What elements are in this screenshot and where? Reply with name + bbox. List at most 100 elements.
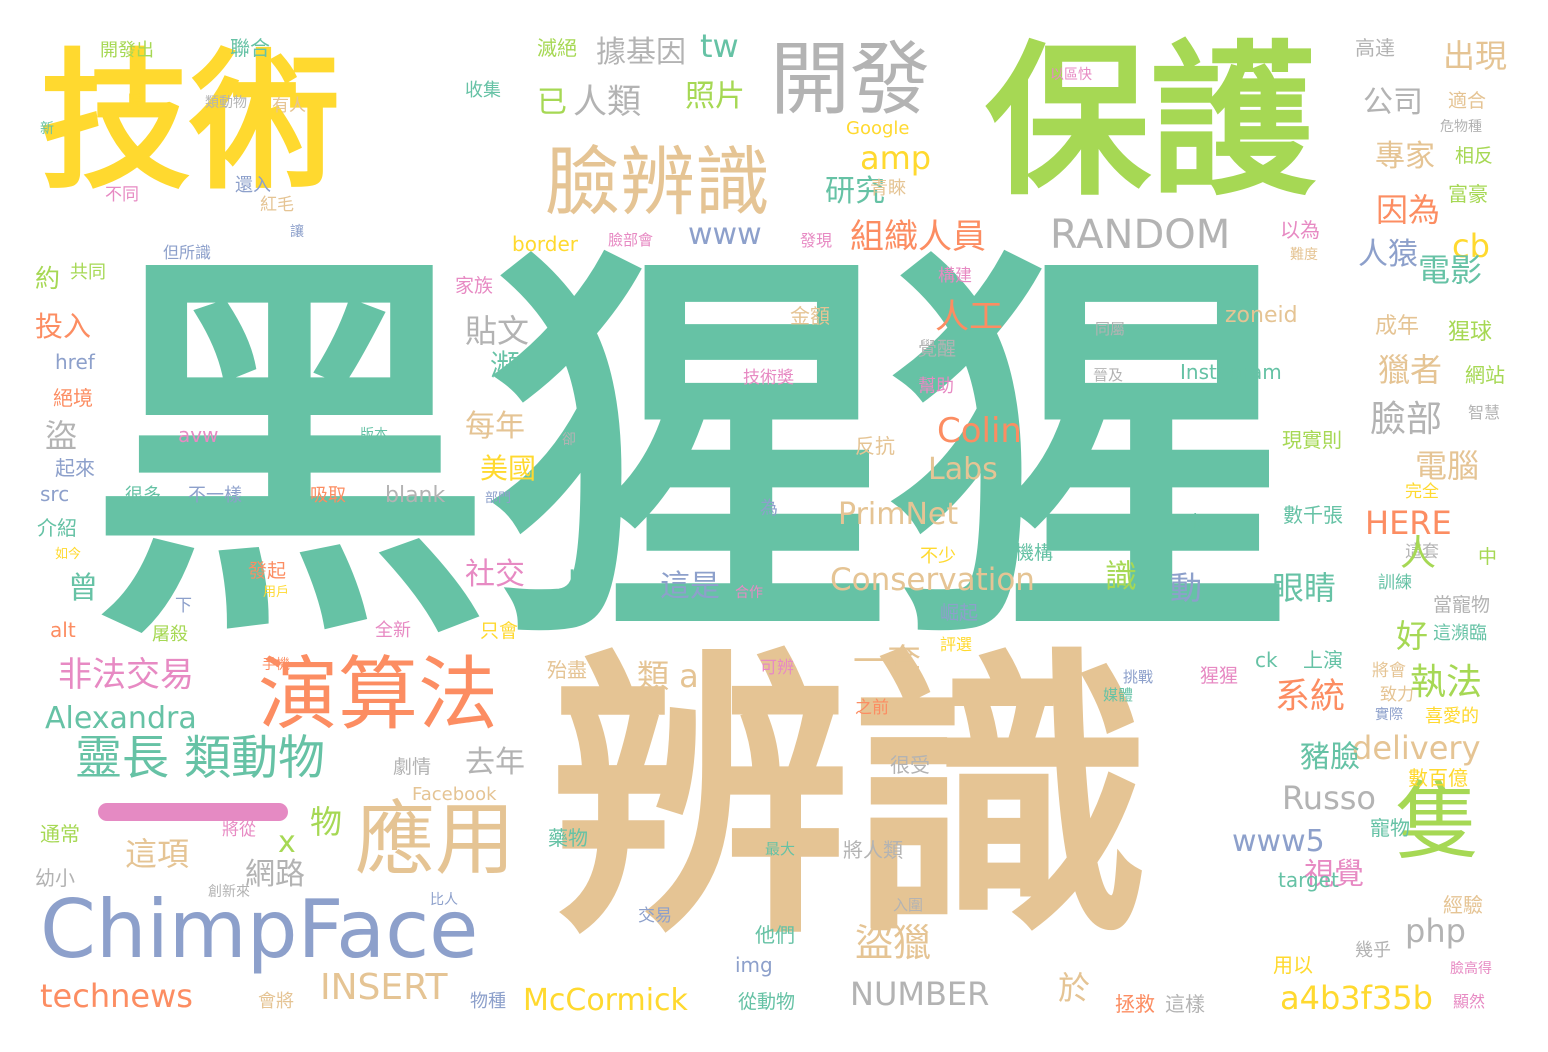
cloud-word: 喜愛的: [1425, 706, 1479, 727]
cloud-word: 上演: [1303, 648, 1343, 672]
cloud-word: 發起: [248, 560, 287, 582]
cloud-word: 藥物: [548, 826, 588, 850]
cloud-word: 臉高得: [1450, 961, 1492, 977]
cloud-word: 以區快: [1050, 67, 1092, 83]
cloud-word: 將會: [1372, 661, 1406, 681]
cloud-word: 覺醒: [918, 338, 957, 360]
cloud-word: tw: [700, 27, 739, 65]
cloud-word: 有人: [272, 96, 306, 116]
cloud-word: 創新來: [208, 884, 250, 900]
cloud-word: 視覺: [1304, 857, 1364, 892]
cloud-word: 高達: [1355, 36, 1395, 60]
cloud-word: 去年: [465, 745, 525, 780]
cloud-word: 訓練: [1378, 573, 1412, 593]
cloud-word: 網路: [245, 857, 305, 892]
cloud-word: 從動物: [738, 991, 796, 1013]
cloud-word: 滅絕: [537, 36, 577, 60]
cloud-word: 每年: [465, 409, 525, 444]
cloud-word: 聯合: [230, 36, 270, 60]
cloud-word: 富豪: [1448, 182, 1488, 206]
cloud-word: www5: [1232, 824, 1325, 859]
cloud-word: 一套: [853, 642, 921, 682]
cloud-word: href: [55, 350, 95, 374]
cloud-word: 他們: [755, 923, 795, 947]
cloud-word: 當寵物: [1433, 594, 1491, 616]
cloud-word: McCormick: [523, 983, 688, 1018]
cloud-word: 類 a: [637, 657, 699, 695]
cloud-word: 交易: [638, 906, 672, 926]
cloud-word: PrimNet: [838, 497, 959, 532]
cloud-word: 難度: [1290, 247, 1318, 263]
cloud-word: 出現: [1443, 37, 1508, 75]
cloud-word: 投入: [35, 310, 92, 343]
cloud-word: 猩猩: [1200, 665, 1239, 687]
cloud-word: 起來: [55, 456, 95, 480]
cloud-word: Colin: [937, 411, 1022, 451]
cloud-word: 於: [1058, 969, 1091, 1007]
cloud-word: 因為: [1376, 191, 1441, 229]
cloud-word: 劇情: [393, 756, 432, 778]
cloud-word: 電影: [1418, 251, 1483, 289]
pink-bar-shape: [98, 803, 288, 821]
cloud-word: 演算法: [258, 648, 498, 741]
cloud-word: 現實則: [1282, 428, 1342, 452]
cloud-word: 全新: [375, 620, 411, 641]
cloud-word: 但所識: [163, 243, 212, 262]
cloud-word: 這項: [125, 835, 190, 873]
cloud-word: 構建: [938, 266, 972, 286]
cloud-word: NUMBER: [850, 975, 990, 1013]
cloud-word: 如今: [55, 547, 82, 562]
cloud-word: 致力: [1380, 685, 1414, 705]
cloud-word: 開發出: [100, 40, 154, 61]
cloud-word: 青睞: [870, 178, 906, 199]
cloud-word: 數百億: [1408, 766, 1468, 790]
cloud-word: 幾乎: [1355, 940, 1391, 961]
cloud-word: 共同: [70, 262, 106, 283]
cloud-word: 為: [760, 498, 778, 519]
cloud-word: ck: [1255, 648, 1278, 672]
cloud-word: 下: [175, 596, 192, 616]
cloud-word: Russo: [1282, 779, 1376, 817]
cloud-word: 危物種: [1440, 119, 1482, 135]
cloud-word: 曾: [68, 571, 98, 606]
cloud-word: src: [40, 482, 70, 506]
cloud-word: 物種: [470, 991, 506, 1012]
cloud-word: 讓: [290, 224, 304, 240]
cloud-word: INSERT: [320, 967, 448, 1008]
cloud-word: 不少: [920, 546, 956, 567]
cloud-word: x: [278, 825, 296, 860]
cloud-word: 辨識: [550, 625, 1150, 974]
cloud-word: 只會: [480, 620, 519, 642]
cloud-word: 網站: [1465, 363, 1505, 387]
cloud-word: 不一樣: [188, 485, 242, 506]
cloud-word: 機構: [1015, 542, 1054, 564]
cloud-word: 拯救: [1115, 992, 1155, 1016]
cloud-word: 將從: [222, 820, 256, 840]
cloud-word: 臉部會: [608, 231, 654, 249]
cloud-word: 成年: [1375, 314, 1420, 339]
cloud-word: 靈長 類動物: [75, 731, 325, 786]
cloud-word: zoneid: [1225, 303, 1298, 328]
cloud-word: 反抗: [855, 434, 895, 458]
cloud-word: 媒體: [1103, 686, 1134, 704]
cloud-word: 豬臉: [1300, 740, 1360, 775]
cloud-word: 合作: [735, 585, 763, 601]
cloud-word: 眼睛: [1272, 569, 1337, 607]
cloud-word: 一步: [1165, 511, 1205, 535]
cloud-word: 據基因: [596, 35, 686, 70]
cloud-word: 臉部: [1370, 399, 1443, 440]
cloud-word: 類動物: [205, 95, 247, 111]
cloud-word: 盜: [45, 417, 78, 455]
cloud-word: HERE: [1365, 504, 1452, 542]
cloud-word: Instagram: [1180, 360, 1282, 384]
cloud-word: 盜獵: [855, 921, 932, 965]
cloud-word: 適合: [1448, 90, 1487, 112]
cloud-word: Labs: [928, 452, 998, 487]
cloud-word: 很多: [125, 485, 161, 506]
cloud-word: 數千張: [1283, 503, 1343, 527]
cloud-word: n: [568, 559, 588, 594]
cloud-word: 將人類: [843, 838, 903, 862]
cloud-word: Conservation: [830, 562, 1035, 598]
cloud-word: blank: [385, 483, 446, 508]
